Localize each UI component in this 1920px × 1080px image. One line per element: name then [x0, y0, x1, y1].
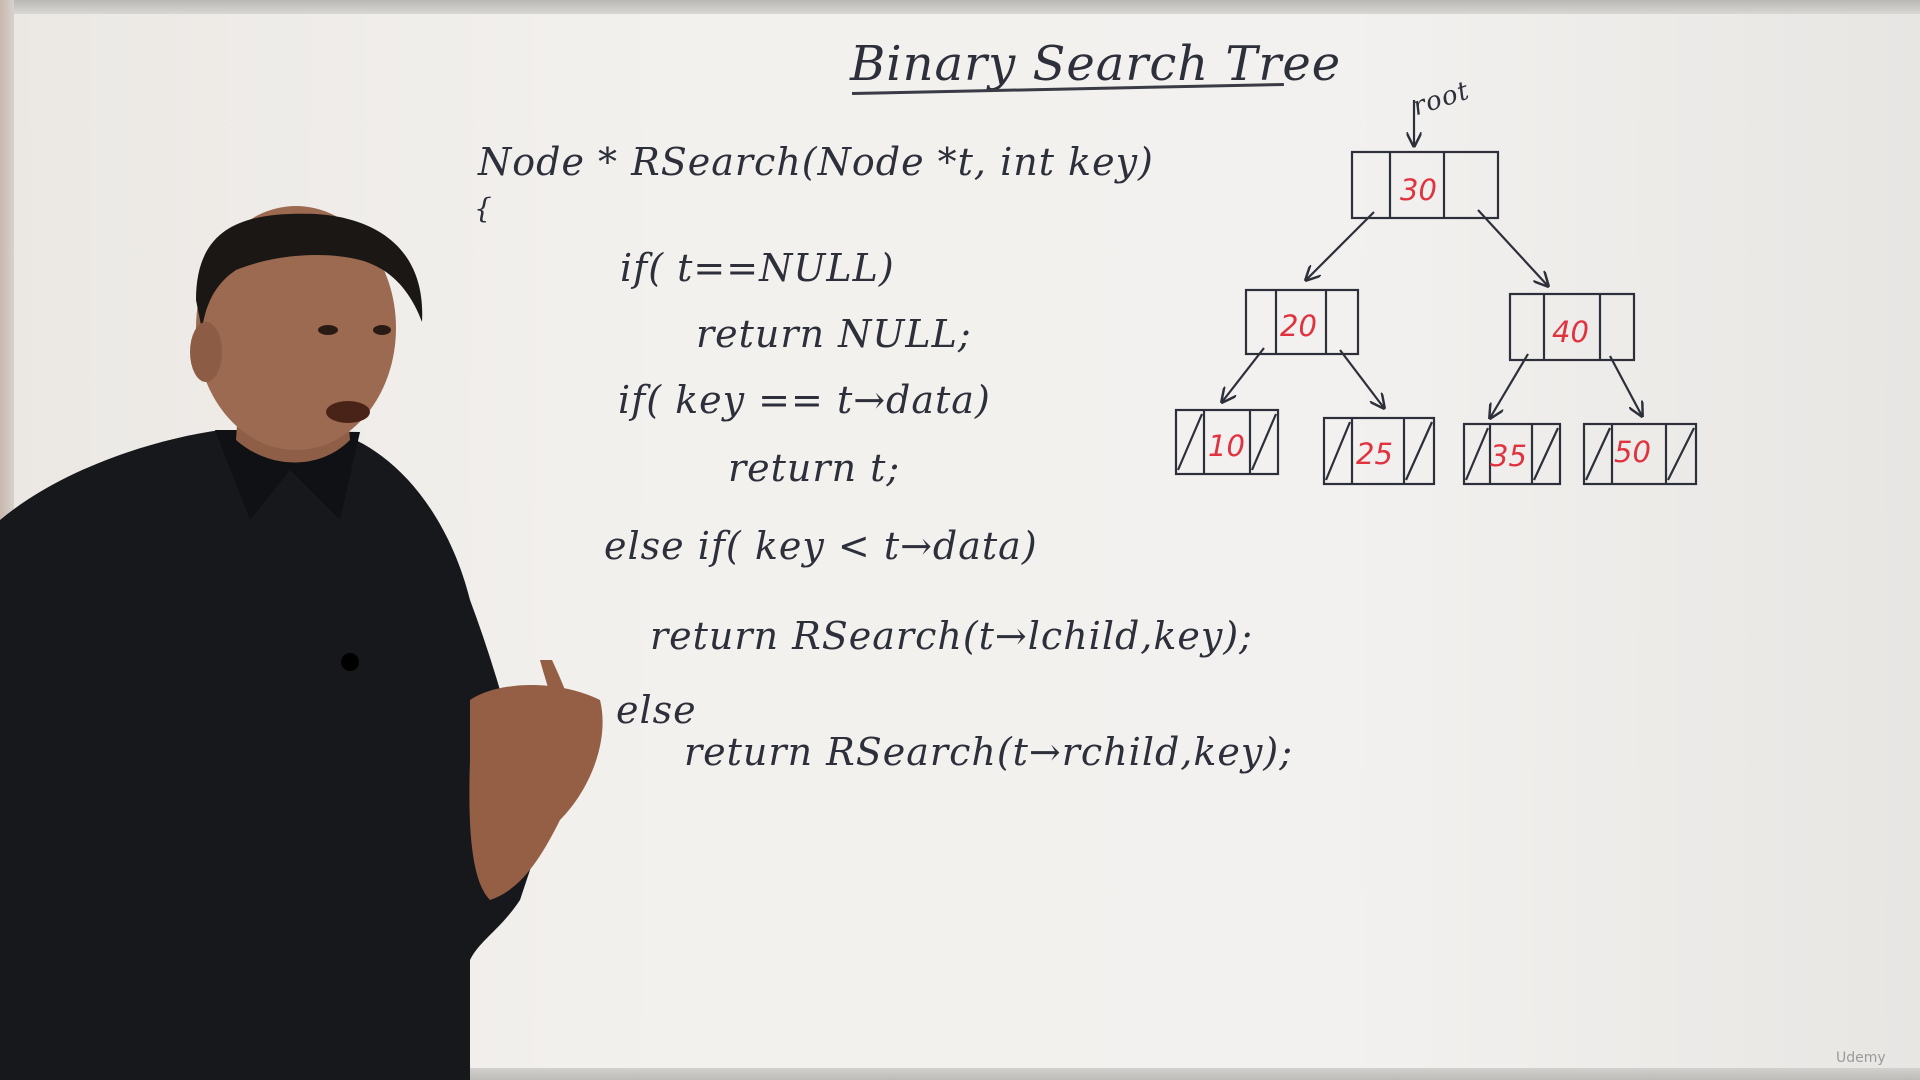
tree-node-25	[1322, 416, 1436, 486]
node-value-25: 25	[1356, 437, 1393, 471]
whiteboard-frame-bottom	[0, 1068, 1920, 1080]
hair	[196, 213, 423, 330]
edge-30-20	[1306, 211, 1375, 280]
finger	[540, 660, 580, 742]
ear	[190, 322, 222, 382]
tree-node-10	[1174, 408, 1280, 476]
black-shirt	[0, 430, 540, 1080]
tree-node-30	[1350, 150, 1500, 220]
edge-20-25	[1339, 349, 1384, 408]
tree-node-20	[1244, 288, 1360, 356]
code-line-return-t: return t;	[728, 446, 901, 490]
head	[196, 206, 396, 450]
code-line-return-right: return RSearch(t→rchild,key);	[684, 730, 1294, 774]
node-value-30: 30	[1400, 173, 1437, 207]
code-line-else: else	[616, 688, 697, 732]
node-value-10: 10	[1208, 429, 1245, 463]
edge-30-40	[1477, 209, 1548, 286]
code-line-null-check: if( t==NULL)	[620, 246, 895, 290]
code-line-return-null: return NULL;	[696, 312, 972, 356]
udemy-watermark: Udemy	[1836, 1050, 1886, 1066]
code-line-key-equals: if( key == t→data)	[618, 378, 991, 422]
node-value-50: 50	[1614, 435, 1651, 469]
lapel-microphone	[341, 653, 359, 671]
code-line-open-brace: {	[474, 192, 493, 225]
gesturing-hand	[469, 685, 603, 900]
code-line-return-left: return RSearch(t→lchild,key);	[650, 614, 1253, 658]
edge-20-10	[1222, 347, 1265, 402]
code-line-else-if: else if( key < t→data)	[604, 524, 1038, 568]
tree-node-50	[1582, 422, 1698, 486]
board-title: Binary Search Tree	[850, 36, 1342, 92]
tree-node-40	[1508, 292, 1636, 362]
node-value-20: 20	[1280, 309, 1317, 343]
tree-node-35	[1462, 422, 1562, 486]
whiteboard-frame-left	[0, 0, 14, 520]
node-value-35: 35	[1490, 439, 1527, 473]
edge-40-35	[1490, 353, 1529, 418]
code-line-signature: Node * RSearch(Node *t, int key)	[478, 140, 1154, 184]
edge-40-50	[1609, 355, 1642, 416]
left-eye	[318, 325, 338, 335]
right-eye	[373, 325, 391, 335]
whiteboard-frame-top	[0, 0, 1920, 14]
node-value-40: 40	[1552, 315, 1589, 349]
mouth	[326, 401, 370, 423]
